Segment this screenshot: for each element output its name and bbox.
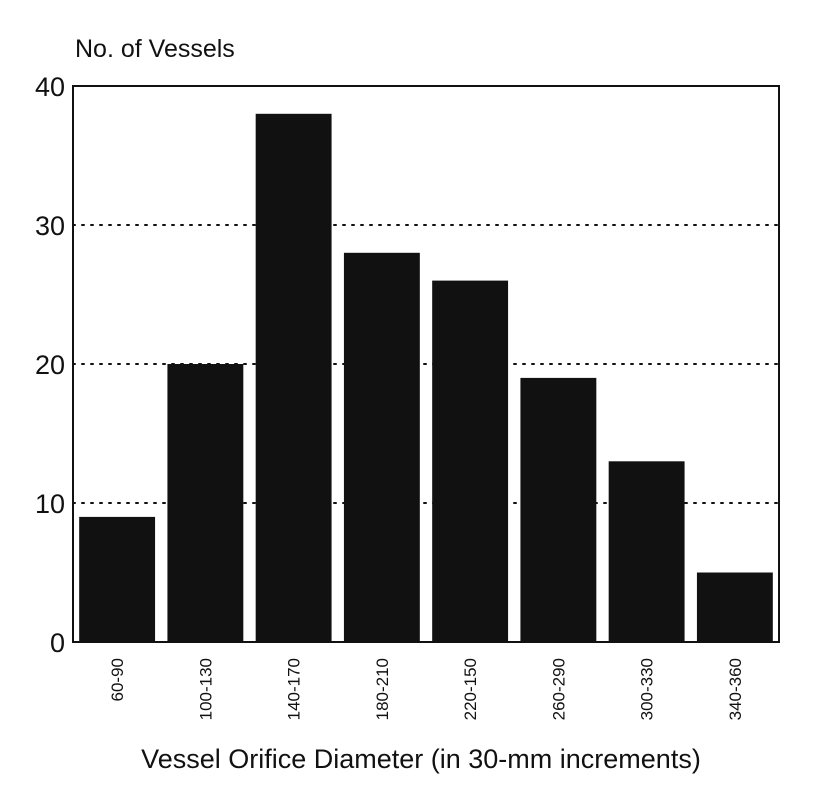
x-tick-label: 100-130 [196, 658, 215, 720]
x-tick-label: 300-330 [638, 658, 657, 720]
bar [79, 516, 156, 642]
x-axis-title: Vessel Orifice Diameter (in 30-mm increm… [141, 744, 701, 774]
bar [608, 461, 685, 642]
y-tick-label: 40 [35, 72, 65, 102]
bar [167, 364, 244, 642]
y-tick-label: 0 [50, 628, 65, 658]
y-tick-label: 10 [35, 489, 65, 519]
x-tick-label: 340-360 [726, 658, 745, 720]
y-tick-label: 30 [35, 211, 65, 241]
bars [79, 113, 773, 643]
x-axis-ticks: 60-90 100-130 140-170 180-210 220-150 260-290… [108, 658, 745, 720]
x-tick-label: 60-90 [108, 658, 127, 701]
bar [255, 113, 332, 643]
x-tick-label: 260-290 [549, 658, 568, 720]
x-tick-label: 180-210 [373, 658, 392, 720]
y-axis-title: No. of Vessels [75, 35, 235, 63]
y-tick-label: 20 [35, 350, 65, 380]
x-tick-label: 140-170 [285, 658, 304, 720]
bar [343, 252, 420, 643]
x-tick-label: 220-150 [461, 658, 480, 720]
bar [432, 280, 509, 642]
bar [520, 377, 597, 642]
y-axis-ticks: 0 10 20 30 40 [35, 72, 65, 658]
bar [696, 572, 773, 642]
plot-frame [72, 85, 780, 643]
